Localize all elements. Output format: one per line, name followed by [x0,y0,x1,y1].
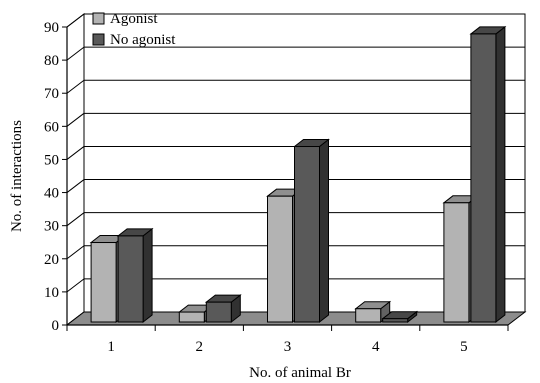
bar-no-agonist-5 [469,25,507,324]
bar-no-agonist-3 [293,138,330,324]
bar-agonist-4 [354,300,392,324]
side-wall [66,12,85,327]
bar-side-face [495,25,506,324]
gridline-side [66,79,85,94]
gridline-side [66,112,85,127]
legend-swatch-agonist [92,12,105,25]
bar-front-face [355,308,382,323]
y-tick-label: 20 [44,252,59,268]
x-axis-tick-labels: 1 2 3 4 5 [107,339,467,355]
y-axis-title: No. of interactions [9,120,25,232]
y-tick-label: 80 [44,53,59,69]
gridline-side [66,13,85,28]
bar-front-face [178,311,205,323]
x-axis-title: No. of animal Br [249,365,351,381]
legend-swatch-no-agonist [92,33,105,46]
gridline-side [66,212,85,227]
x-tick-label: 1 [107,339,115,355]
y-tick-label: 40 [44,186,59,202]
bar-front-face [267,195,293,323]
x-tick-label: 4 [372,339,380,355]
axes [62,26,509,331]
y-tick-label: 90 [44,20,59,36]
y-tick-label: 60 [44,119,59,135]
x-tick-label: 2 [196,339,204,355]
y-tick-label: 70 [44,86,59,102]
bar-front-face [205,301,232,323]
bar-front-face [443,202,470,323]
bar-front-face [117,235,144,323]
bar-side-face [142,227,153,324]
gridline-side [66,179,85,193]
gridline-side [66,46,85,61]
y-tick-label: 50 [44,152,59,168]
bar-no-agonist-1 [116,227,154,324]
bar-side-face [319,138,329,324]
bar-front-face [90,242,117,323]
bars [89,25,507,324]
y-tick-label: 30 [44,219,59,235]
gridline-side [66,146,85,160]
bar-no-agonist-4 [381,310,419,324]
legend-label-no-agonist: No agonist [110,32,176,48]
y-tick-label: 10 [44,285,59,301]
bar-front-face [294,146,320,323]
gridline-side [66,245,85,260]
legend-label-agonist: Agonist [110,11,158,27]
bar-front-face [382,318,409,323]
gridline-side [66,278,85,293]
x-tick-label: 5 [460,339,468,355]
y-tick-label: 0 [52,318,60,334]
bar-front-face [470,33,497,323]
y-axis-tick-labels: 0 10 20 30 40 50 60 70 80 90 [44,20,59,334]
x-tick-label: 3 [284,339,292,355]
bar-no-agonist-2 [204,294,242,324]
legend: Agonist No agonist [92,11,176,48]
